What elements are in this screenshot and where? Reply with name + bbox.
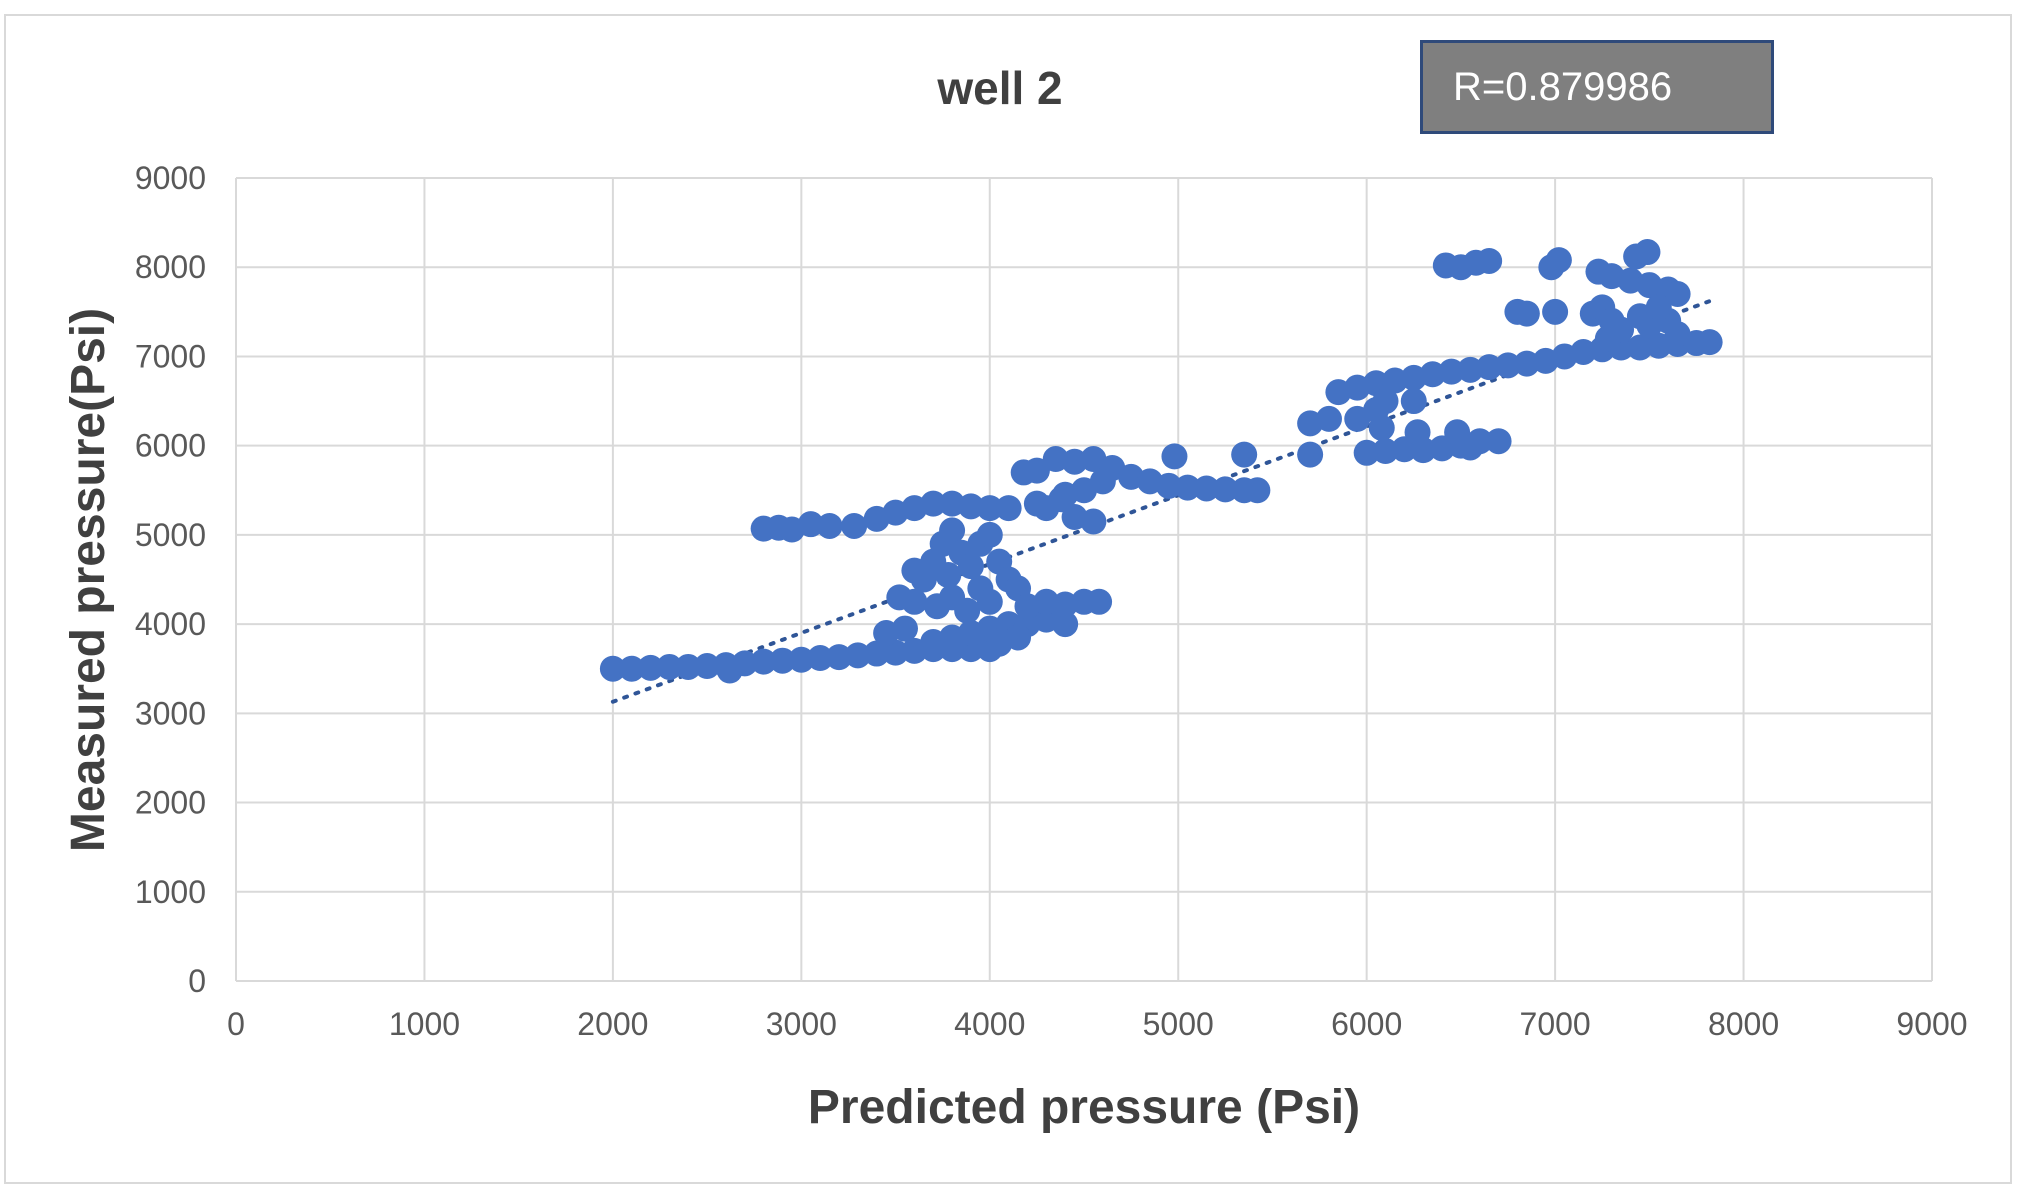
data-point xyxy=(1664,321,1691,348)
data-point xyxy=(797,511,824,538)
data-point xyxy=(1513,300,1540,327)
data-point xyxy=(1368,414,1395,441)
y-tick-label: 6000 xyxy=(135,428,206,464)
data-point xyxy=(1161,443,1188,470)
data-point xyxy=(599,655,626,682)
data-point xyxy=(656,653,683,680)
y-tick-label: 5000 xyxy=(135,517,206,553)
data-point xyxy=(750,648,777,675)
data-point xyxy=(694,653,721,680)
data-point xyxy=(976,588,1003,615)
data-point xyxy=(1212,476,1239,503)
data-point xyxy=(920,490,947,517)
y-tick-label: 1000 xyxy=(135,874,206,910)
tick-labels: 0 1000 2000 3000 4000 5000 6000 7000 8000 9000 0 10… xyxy=(135,160,1968,1042)
y-tick-label: 4000 xyxy=(135,606,206,642)
x-axis-label: Predicted pressure (Psi) xyxy=(808,1081,1360,1134)
data-point xyxy=(1457,434,1484,461)
data-point xyxy=(618,655,645,682)
x-tick-label: 3000 xyxy=(766,1006,837,1042)
grid xyxy=(235,177,1933,982)
x-tick-label: 8000 xyxy=(1708,1006,1779,1042)
data-point xyxy=(1645,294,1672,321)
data-point xyxy=(1315,405,1342,432)
data-point xyxy=(957,493,984,520)
y-tick-label: 3000 xyxy=(135,695,206,731)
data-point xyxy=(1353,439,1380,466)
x-tick-label: 7000 xyxy=(1520,1006,1591,1042)
data-point xyxy=(1086,588,1113,615)
y-tick-label: 0 xyxy=(188,963,206,999)
data-point xyxy=(976,521,1003,548)
data-point xyxy=(1193,475,1220,502)
data-point xyxy=(637,654,664,681)
x-tick-label: 5000 xyxy=(1143,1006,1214,1042)
data-point xyxy=(675,653,702,680)
y-tick-label: 9000 xyxy=(135,160,206,196)
data-point xyxy=(1052,611,1079,638)
x-tick-label: 6000 xyxy=(1331,1006,1402,1042)
chart-frame xyxy=(4,14,2012,1184)
data-point xyxy=(882,639,909,666)
data-point xyxy=(826,644,853,671)
data-point xyxy=(1594,325,1621,352)
data-point xyxy=(816,512,843,539)
data-point xyxy=(731,650,758,677)
r-value-annotation: R=0.879986 xyxy=(1420,40,1774,134)
data-point xyxy=(1495,352,1521,379)
data-point xyxy=(1155,472,1182,499)
data-point xyxy=(1438,358,1465,385)
x-tick-label: 4000 xyxy=(954,1006,1025,1042)
data-point xyxy=(935,562,962,589)
data-point xyxy=(954,597,981,624)
data-point xyxy=(1404,419,1431,446)
data-points xyxy=(599,239,1723,684)
y-tick-label: 7000 xyxy=(135,338,206,374)
data-point xyxy=(1400,388,1427,415)
data-point xyxy=(1244,477,1271,504)
data-point xyxy=(1626,334,1653,361)
data-point xyxy=(1476,354,1503,381)
data-point xyxy=(1634,239,1661,266)
data-point xyxy=(863,640,890,667)
data-point xyxy=(788,646,815,673)
data-point xyxy=(995,495,1022,522)
x-tick-label: 1000 xyxy=(389,1006,460,1042)
data-point xyxy=(1023,457,1050,484)
x-tick-label: 0 xyxy=(227,1006,245,1042)
data-point xyxy=(957,553,984,580)
data-point xyxy=(976,495,1003,522)
data-point xyxy=(886,584,913,611)
data-point xyxy=(1545,247,1572,274)
data-point xyxy=(807,645,834,672)
data-point xyxy=(844,642,871,669)
data-point xyxy=(1231,441,1258,468)
data-point xyxy=(891,615,918,642)
y-tick-label: 2000 xyxy=(135,785,206,821)
y-axis-label: Measured pressure(Psi) xyxy=(62,308,115,852)
x-tick-label: 2000 xyxy=(577,1006,648,1042)
data-point xyxy=(1696,329,1723,356)
data-point xyxy=(1297,441,1324,468)
data-point xyxy=(1080,508,1107,535)
y-tick-label: 8000 xyxy=(135,249,206,285)
data-point xyxy=(769,647,796,674)
data-point xyxy=(1174,474,1201,501)
data-point xyxy=(1542,298,1569,325)
data-point xyxy=(939,517,966,544)
chart-title: well 2 xyxy=(936,62,1062,114)
data-point xyxy=(1645,332,1672,359)
data-point xyxy=(1476,247,1503,274)
data-point xyxy=(1485,428,1512,455)
x-tick-label: 9000 xyxy=(1896,1006,1967,1042)
data-point xyxy=(986,630,1013,657)
data-point xyxy=(1372,438,1399,465)
data-point xyxy=(1664,280,1691,307)
data-point xyxy=(1048,486,1075,513)
data-point xyxy=(841,512,868,539)
